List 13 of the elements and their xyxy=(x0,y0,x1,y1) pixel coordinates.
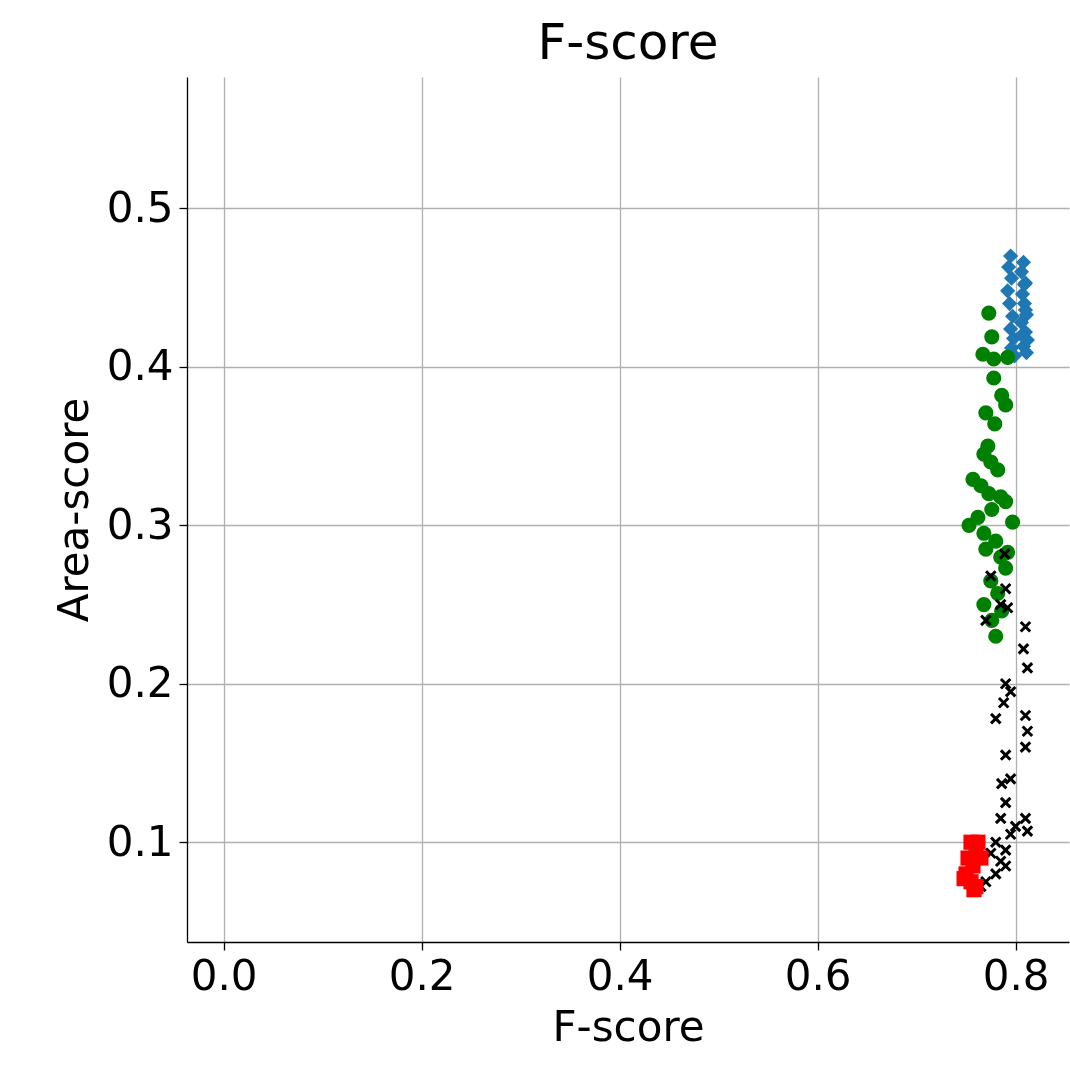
x-tick-label: 0.4 xyxy=(586,950,654,1000)
y-tick-label: 0.2 xyxy=(106,658,174,708)
x-tick-label: 0.6 xyxy=(784,950,852,1000)
x-tick-label: 0.0 xyxy=(190,950,258,1000)
y-tick-label: 0.3 xyxy=(106,499,174,549)
y-tick-label: 0.1 xyxy=(106,816,174,866)
y-tick-label: 0.4 xyxy=(106,341,174,391)
y-tick-label: 0.5 xyxy=(106,182,174,232)
x-tick-label: 0.2 xyxy=(388,950,456,1000)
x-axis-title: F-score xyxy=(552,1001,705,1051)
x-tick-label: 0.8 xyxy=(982,950,1050,1000)
chart-title: F-score xyxy=(537,13,719,71)
y-axis-title: Area-score xyxy=(48,397,98,623)
